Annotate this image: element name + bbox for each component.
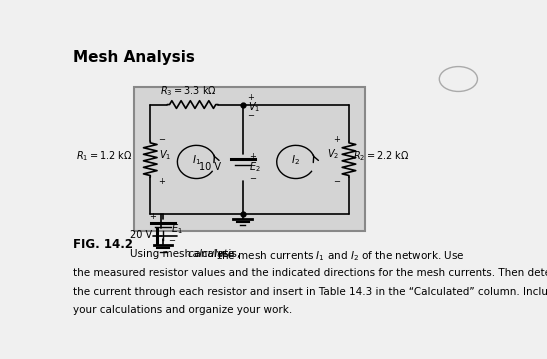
Text: $E_2$: $E_2$ — [249, 160, 261, 174]
Text: FIG. 14.2: FIG. 14.2 — [73, 238, 133, 251]
Text: $E_1$: $E_1$ — [171, 222, 182, 236]
Text: 10 V: 10 V — [200, 163, 222, 172]
Text: Using mesh analysis,: Using mesh analysis, — [130, 249, 243, 259]
Text: −: − — [168, 236, 175, 246]
Text: $V_2$: $V_2$ — [328, 147, 340, 161]
Text: −: − — [247, 111, 254, 120]
Text: $V_1$: $V_1$ — [159, 149, 171, 163]
Text: −: − — [158, 135, 165, 144]
Text: $R_3 = 3.3\ \mathrm{k}\Omega$: $R_3 = 3.3\ \mathrm{k}\Omega$ — [160, 84, 217, 98]
Text: +: + — [247, 93, 254, 102]
Text: your calculations and organize your work.: your calculations and organize your work… — [73, 306, 293, 316]
Text: +: + — [249, 152, 256, 161]
Text: calculate: calculate — [188, 249, 235, 259]
Text: $I_2$: $I_2$ — [292, 154, 300, 167]
Text: the measured resistor values and the indicated directions for the mesh currents.: the measured resistor values and the ind… — [73, 268, 547, 278]
Text: +: + — [334, 135, 340, 144]
Text: +: + — [158, 177, 165, 186]
Text: $V_1$: $V_1$ — [248, 101, 260, 114]
Bar — [134, 87, 365, 231]
Text: +: + — [149, 212, 156, 221]
Text: −: − — [249, 174, 256, 183]
Text: $R_1 = 1.2\ \mathrm{k}\Omega$: $R_1 = 1.2\ \mathrm{k}\Omega$ — [76, 149, 132, 163]
Text: $I_1$: $I_1$ — [192, 154, 201, 167]
Text: Mesh Analysis: Mesh Analysis — [73, 50, 195, 65]
Text: 20 V: 20 V — [130, 229, 153, 239]
Text: −: − — [334, 177, 340, 186]
Text: $R_2 = 2.2\ \mathrm{k}\Omega$: $R_2 = 2.2\ \mathrm{k}\Omega$ — [353, 149, 409, 163]
Text: the mesh currents $I_1$ and $I_2$ of the network. Use: the mesh currents $I_1$ and $I_2$ of the… — [214, 249, 464, 263]
Text: the current through each resistor and insert in Table 14.3 in the “Calculated” c: the current through each resistor and in… — [73, 286, 547, 297]
